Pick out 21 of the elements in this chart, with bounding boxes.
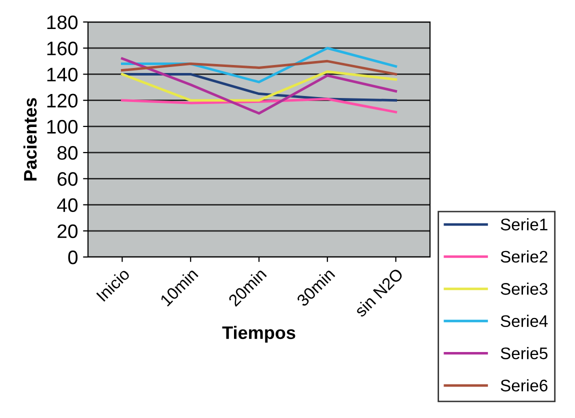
y-tick-label: 40 xyxy=(57,198,78,212)
y-tick-label: 60 xyxy=(58,172,78,186)
y-tick-label: 120 xyxy=(47,94,78,108)
legend-label: Serie6 xyxy=(500,379,548,392)
legend-label: Serie5 xyxy=(500,347,548,360)
y-tick-label: 0 xyxy=(68,250,78,264)
legend-label: Serie4 xyxy=(500,314,548,328)
y-tick-label: 160 xyxy=(47,42,78,56)
y-tick-label: 80 xyxy=(57,146,78,160)
y-tick-label: 140 xyxy=(47,68,78,82)
line-series xyxy=(120,60,398,76)
y-tick-label: 20 xyxy=(58,224,78,238)
legend-label: Serie3 xyxy=(500,282,548,295)
x-axis-title: Tiempos xyxy=(222,326,296,343)
y-axis-title: Pacientes xyxy=(23,98,37,180)
y-tick-label: 180 xyxy=(47,15,78,30)
legend-label: Serie2 xyxy=(500,250,548,263)
y-tick-label: 100 xyxy=(47,120,78,134)
legend-label: Serie1 xyxy=(500,218,548,230)
line-series xyxy=(120,98,398,114)
line-series xyxy=(120,57,398,115)
